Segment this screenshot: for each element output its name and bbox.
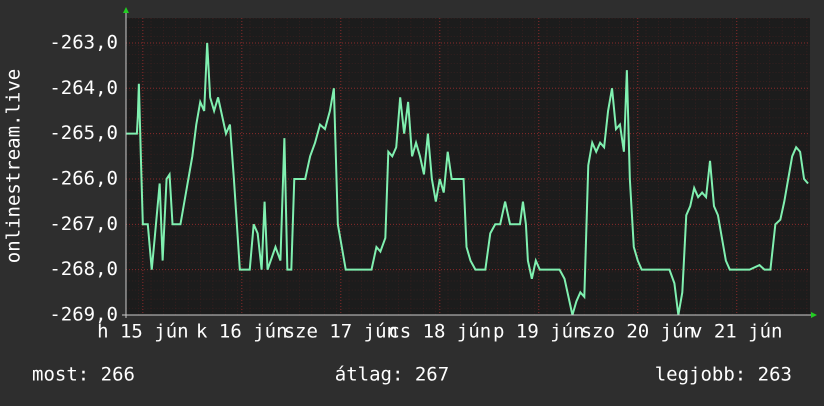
x-tick-label: cs 18 jún bbox=[388, 321, 491, 343]
y-axis-label: onlinestream.live bbox=[3, 69, 25, 263]
y-tick-label: -269,0 bbox=[49, 304, 118, 326]
x-tick-label: k 16 jún bbox=[196, 321, 288, 343]
footer-average: átlag: 267 bbox=[335, 364, 449, 386]
y-tick-label: -264,0 bbox=[49, 77, 118, 99]
y-tick-label: -267,0 bbox=[49, 213, 118, 235]
x-axis-arrow bbox=[811, 312, 817, 318]
x-tick-label: p 19 jún bbox=[493, 321, 585, 343]
y-tick-label: -268,0 bbox=[49, 258, 118, 280]
x-tick-label: szo 20 jún bbox=[581, 321, 695, 343]
y-axis-arrow bbox=[123, 7, 129, 13]
minor-grid bbox=[126, 18, 810, 315]
footer-current: most: 266 bbox=[32, 364, 135, 386]
y-tick-label: -263,0 bbox=[49, 31, 118, 53]
x-tick-label: sze 17 jún bbox=[284, 321, 398, 343]
y-tick-label: -265,0 bbox=[49, 122, 118, 144]
footer-best: legjobb: 263 bbox=[655, 364, 792, 386]
x-tick-label: h 15 jún bbox=[97, 321, 189, 343]
y-tick-label: -266,0 bbox=[49, 167, 118, 189]
labels: -263,0 -264,0 -265,0 -266,0 -267,0 -268,0 -269… bbox=[49, 31, 782, 342]
x-tick-label: v 21 jún bbox=[691, 321, 783, 343]
data bbox=[126, 42, 809, 316]
data-line bbox=[126, 42, 809, 316]
